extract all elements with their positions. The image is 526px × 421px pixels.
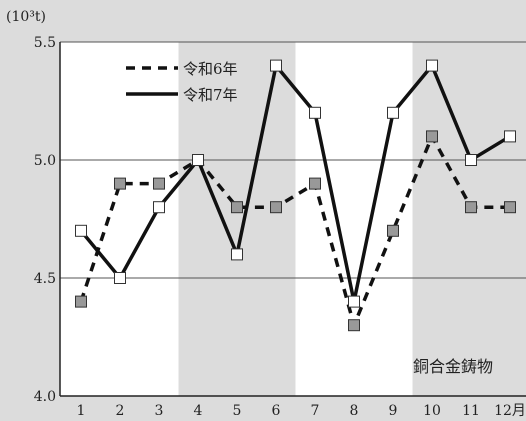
series-0-point-0 [75,295,87,308]
series-1-point-8 [387,106,399,119]
series-1-point-2 [153,201,165,214]
x-tick-label-6: 7 [311,403,320,419]
series-0-point-8 [387,224,399,237]
series-0-point-2 [153,177,165,190]
x-tick-label-4: 5 [233,403,242,419]
series-1-point-4 [231,248,243,261]
series-1-point-0 [75,224,87,237]
y-tick-label-0: 4.0 [34,389,56,405]
series-0-point-6 [309,177,321,190]
series-0-point-7 [348,319,360,332]
series-0-point-1 [114,177,126,190]
legend-label-r7: 令和7年 [183,86,238,104]
x-tick-label-0: 1 [77,403,86,419]
x-tick-label-9: 10 [423,403,441,419]
series-0-point-4 [231,201,243,214]
series-1-point-9 [426,59,438,72]
x-tick-label-2: 3 [155,403,164,419]
x-tick-label-8: 9 [389,403,398,419]
series-0-point-11 [504,201,516,214]
series-line-1 [79,61,511,302]
y-tick-label-1: 4.5 [34,271,56,287]
x-tick-label-3: 4 [194,403,203,419]
series-1-point-11 [504,130,516,143]
series-group [75,59,516,332]
tick-labels: 4.0 4.5 5.0 5.5 1 2 3 4 5 6 7 8 9 10 11 12月 [34,35,526,419]
legend: 令和6年 令和7年 [126,60,238,104]
axes [59,42,526,397]
series-1-point-7 [348,295,360,308]
y-unit-label: (10³t) [6,9,46,25]
y-tick-label-3: 5.5 [34,35,56,51]
x-tick-label-5: 6 [272,403,281,419]
series-0-point-5 [270,201,282,214]
x-tick-label-7: 8 [350,403,359,419]
legend-label-r6: 令和6年 [183,60,238,78]
series-1-point-5 [270,59,282,72]
x-tick-label-10: 11 [462,403,480,419]
shaded-band-1 [412,42,526,396]
series-1-point-6 [309,106,321,119]
x-tick-label-11: 12月 [494,403,526,419]
chart-title: 銅合金鋳物 [413,357,493,376]
y-tick-label-2: 5.0 [34,153,56,169]
shaded-band-0 [178,42,296,396]
x-tick-label-1: 2 [116,403,125,419]
series-1-point-3 [192,154,204,166]
series-1-point-10 [465,154,477,166]
series-0-point-9 [426,130,438,143]
series-1-point-1 [114,272,126,284]
series-0-point-10 [465,201,477,214]
